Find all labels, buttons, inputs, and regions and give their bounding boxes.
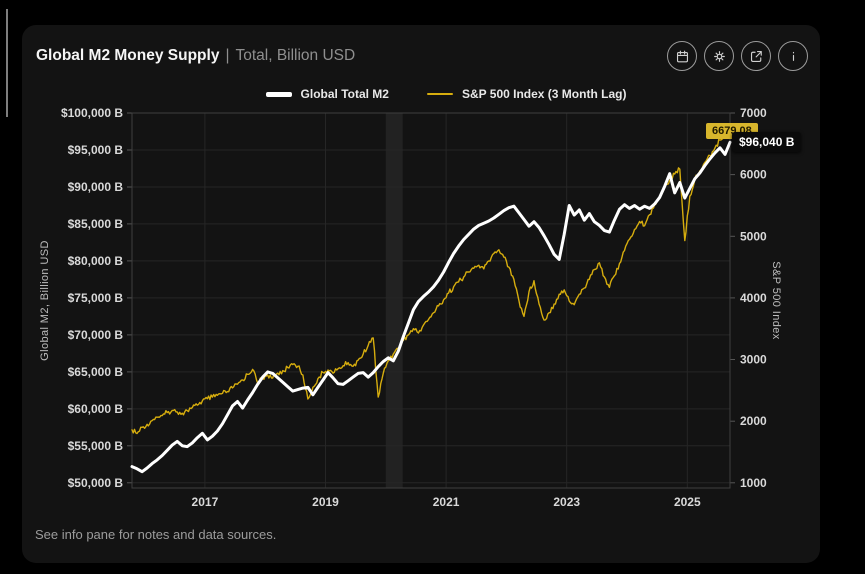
- m2-line-swatch: [265, 91, 292, 97]
- card-header: Global M2 Money Supply | Total, Billion …: [36, 39, 808, 73]
- footer-note: See info pane for notes and data sources…: [35, 527, 277, 542]
- svg-text:$80,000 B: $80,000 B: [68, 254, 124, 268]
- calendar-button[interactable]: [667, 41, 697, 71]
- svg-text:2023: 2023: [553, 495, 580, 509]
- svg-text:$95,000 B: $95,000 B: [68, 143, 124, 157]
- svg-text:2019: 2019: [312, 495, 339, 509]
- external-link-icon: [750, 50, 762, 62]
- chart-legend: Global Total M2 S&P 500 Index (3 Month L…: [22, 87, 820, 101]
- svg-text:2021: 2021: [433, 495, 460, 509]
- info-icon: [792, 51, 794, 61]
- open-external-button[interactable]: [741, 41, 771, 71]
- legend-label-m2: Global Total M2: [300, 87, 389, 101]
- settings-button[interactable]: [704, 41, 734, 71]
- legend-item-m2[interactable]: Global Total M2: [265, 87, 389, 101]
- info-button[interactable]: [778, 41, 808, 71]
- card-title-row: Global M2 Money Supply | Total, Billion …: [36, 47, 355, 65]
- chart-subtitle: Total, Billion USD: [235, 47, 356, 64]
- chart-plot[interactable]: $50,000 B $55,000 B $60,000 B $65,000 B $70,…: [22, 25, 820, 563]
- gear-icon: [713, 50, 725, 62]
- svg-text:$65,000 B: $65,000 B: [68, 365, 124, 379]
- svg-text:4000: 4000: [740, 291, 767, 305]
- svg-text:2025: 2025: [674, 495, 701, 509]
- svg-text:$50,000 B: $50,000 B: [68, 476, 124, 490]
- title-separator: |: [225, 47, 230, 64]
- svg-text:S&P 500 Index: S&P 500 Index: [770, 261, 782, 339]
- legend-item-sp500[interactable]: S&P 500 Index (3 Month Lag): [426, 87, 627, 101]
- svg-text:1000: 1000: [740, 476, 767, 490]
- svg-text:$75,000 B: $75,000 B: [68, 291, 124, 305]
- header-buttons: [667, 41, 808, 71]
- svg-text:$85,000 B: $85,000 B: [68, 217, 124, 231]
- svg-text:$100,000 B: $100,000 B: [61, 106, 123, 120]
- svg-text:3000: 3000: [740, 353, 767, 367]
- svg-text:5000: 5000: [740, 229, 767, 243]
- svg-text:2000: 2000: [740, 414, 767, 428]
- svg-text:$90,000 B: $90,000 B: [68, 180, 124, 194]
- svg-text:$70,000 B: $70,000 B: [68, 328, 124, 342]
- sp500-line-swatch: [426, 92, 453, 96]
- svg-text:$60,000 B: $60,000 B: [68, 402, 124, 416]
- chart-card: Global M2 Money Supply | Total, Billion …: [22, 25, 820, 563]
- svg-text:6000: 6000: [740, 168, 767, 182]
- legend-label-sp500: S&P 500 Index (3 Month Lag): [461, 87, 627, 101]
- window-edge-decoration: [6, 9, 8, 117]
- chart-title: Global M2 Money Supply: [36, 47, 220, 64]
- calendar-icon: [676, 50, 688, 62]
- svg-text:$55,000 B: $55,000 B: [68, 439, 124, 453]
- m2-last-value-badge: $96,040 B: [732, 132, 802, 152]
- svg-text:7000: 7000: [740, 106, 767, 120]
- svg-text:2017: 2017: [192, 495, 219, 509]
- svg-text:Global M2, Billion USD: Global M2, Billion USD: [39, 240, 51, 361]
